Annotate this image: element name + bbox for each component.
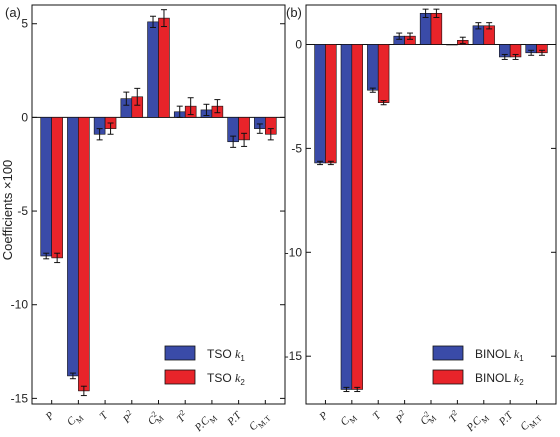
y-tick-label: -5 (17, 204, 28, 218)
x-tick-label: CM.T (247, 410, 273, 436)
error-bar (422, 8, 429, 18)
panel-label: (b) (286, 5, 302, 20)
legend-label: BINOL k1 (475, 347, 524, 363)
error-bar (241, 132, 248, 147)
y-tick-label: -10 (11, 298, 29, 312)
error-bar (343, 386, 350, 393)
error-bar (407, 32, 414, 40)
error-bar (123, 91, 130, 106)
legend-swatch (432, 345, 464, 361)
error-bar (80, 385, 87, 397)
error-bar (396, 32, 403, 40)
legend-label: TSO k1 (207, 347, 245, 363)
legend-label: BINOL k2 (475, 371, 524, 387)
x-tick-label: T (97, 409, 110, 422)
error-bar (433, 8, 440, 18)
x-tick-label: P2 (392, 408, 410, 426)
x-tick-label: T (371, 409, 384, 422)
error-bar (354, 386, 361, 393)
x-tick-label: CM.T (518, 410, 544, 436)
error-bar (538, 49, 545, 56)
y-tick-label: -15 (285, 349, 303, 363)
chart-panel-a: (a) -15 -10 -5 0 5 P CM T P2 C2M T2P.CM P.T CM.T TSO k… (5, 4, 286, 437)
legend-swatch (432, 369, 464, 385)
x-tick-label: P.T (225, 409, 245, 429)
error-bar (501, 53, 508, 60)
legend-item: TSO k1 (164, 345, 245, 363)
bar (377, 44, 390, 103)
error-bar (160, 9, 167, 28)
error-bar (369, 87, 376, 93)
error-bar (380, 100, 387, 106)
error-bar (150, 15, 157, 28)
bar (78, 117, 90, 392)
y-tick-label: -15 (11, 391, 29, 405)
bar (367, 44, 379, 91)
y-tick-label: -10 (285, 245, 303, 259)
x-tick-label: CM (65, 410, 86, 431)
y-tick-label: -5 (291, 141, 302, 155)
error-bar (176, 105, 183, 118)
bar (446, 44, 458, 46)
x-tick-label: P2 (119, 408, 137, 426)
y-axis-label: Coefficients ×100 (0, 160, 15, 261)
error-bar (317, 160, 324, 166)
legend-item: BINOL k2 (432, 369, 524, 387)
y-tick-label: 0 (295, 37, 302, 51)
panel-label: (a) (5, 5, 21, 20)
error-bar (214, 99, 221, 114)
error-bar (256, 123, 263, 134)
y-tick-label: 5 (21, 17, 28, 31)
x-tick-label: P.CM (192, 410, 219, 437)
error-bar (69, 372, 76, 380)
error-bar (187, 97, 194, 116)
bar (430, 13, 443, 45)
bar (67, 117, 79, 377)
error-bar (203, 103, 210, 117)
bar (51, 117, 63, 259)
error-bar (43, 252, 50, 260)
error-bar (512, 53, 519, 60)
bar (419, 13, 432, 45)
error-bar (486, 22, 493, 30)
y-tick-label: 0 (21, 110, 28, 124)
x-tick-label: P (43, 409, 57, 423)
error-bar (96, 128, 103, 141)
bar (351, 44, 363, 390)
error-bar (107, 122, 114, 135)
error-bar (134, 87, 141, 106)
x-tick-label: T2 (173, 408, 190, 425)
x-tick-label: T2 (445, 408, 462, 425)
bar (314, 44, 326, 164)
bar (40, 117, 52, 257)
legend-swatch (164, 345, 196, 361)
chart-panel-b: (b) -15 -10 -5 0 P CM T P2 C2M T2P.CM P.T CM.T BINOL … (285, 4, 557, 437)
x-tick-label: CM (338, 410, 359, 431)
x-tick-label: P.CM (464, 410, 491, 437)
error-bar (459, 36, 466, 44)
error-bar (230, 135, 237, 148)
error-bar (475, 22, 482, 30)
bar (325, 44, 337, 164)
bar (340, 44, 353, 390)
legend-swatch (164, 369, 196, 385)
bar (147, 21, 159, 118)
error-bar (327, 160, 334, 166)
error-bar (528, 49, 535, 56)
bar (158, 17, 170, 118)
legend-item: TSO k2 (164, 369, 245, 387)
x-tick-label: C2M (417, 408, 439, 430)
x-tick-label: P.T (496, 409, 516, 429)
error-bar (54, 252, 61, 264)
legend-item: BINOL k1 (432, 345, 524, 363)
legend-label: TSO k2 (207, 371, 245, 387)
error-bar (267, 128, 274, 141)
x-tick-label: P (317, 409, 331, 423)
x-tick-label: C2M (144, 408, 166, 430)
